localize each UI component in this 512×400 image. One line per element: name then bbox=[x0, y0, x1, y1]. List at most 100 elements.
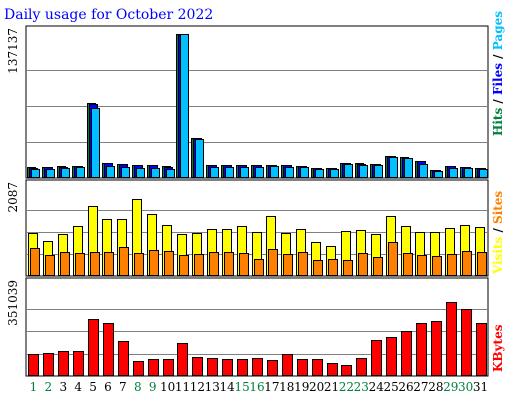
bar-kbytes-18 bbox=[282, 354, 293, 376]
legend-top: Hits / Files / Pages bbox=[491, 11, 505, 136]
bar-kbytes-30 bbox=[461, 309, 472, 376]
bar-sites-5 bbox=[90, 252, 100, 276]
bar-sites-12 bbox=[194, 254, 204, 276]
bar-sites-15 bbox=[239, 253, 249, 276]
bar-pages-7 bbox=[121, 167, 130, 178]
bar-sites-26 bbox=[403, 253, 413, 276]
bar-pages-9 bbox=[151, 168, 160, 178]
bar-pages-4 bbox=[76, 167, 85, 178]
bar-pages-3 bbox=[61, 168, 70, 178]
bar-kbytes-2 bbox=[43, 353, 54, 376]
x-tick-label-7: 7 bbox=[119, 380, 127, 394]
bar-kbytes-31 bbox=[476, 323, 487, 376]
x-tick-label-31: 31 bbox=[473, 380, 488, 394]
bar-kbytes-3 bbox=[58, 351, 69, 376]
legend-entry-top-3: / bbox=[491, 50, 505, 63]
bar-kbytes-4 bbox=[73, 351, 84, 376]
bar-pages-8 bbox=[136, 168, 145, 178]
bar-kbytes-16 bbox=[252, 358, 263, 376]
bar-kbytes-24 bbox=[371, 340, 382, 376]
bar-sites-18 bbox=[283, 254, 293, 276]
bar-sites-3 bbox=[60, 252, 70, 276]
bar-kbytes-1 bbox=[28, 354, 39, 376]
x-tick-label-18: 18 bbox=[279, 380, 294, 394]
bar-sites-9 bbox=[149, 250, 159, 276]
bar-kbytes-8 bbox=[133, 361, 144, 376]
legend-entry-middle-2: Sites bbox=[491, 191, 505, 224]
bar-pages-1 bbox=[31, 169, 40, 178]
bar-sites-31 bbox=[477, 252, 487, 276]
bar-sites-7 bbox=[119, 247, 129, 276]
bar-pages-29 bbox=[449, 168, 458, 178]
bar-kbytes-23 bbox=[356, 358, 367, 376]
bar-pages-5 bbox=[91, 108, 100, 178]
legend-entry-top-2: Files bbox=[491, 63, 505, 95]
x-tick-label-17: 17 bbox=[264, 380, 279, 394]
bar-kbytes-12 bbox=[192, 357, 203, 376]
x-tick-label-29: 29 bbox=[443, 380, 458, 394]
axis-max-label-visits-sites: 2087 bbox=[6, 182, 20, 213]
bar-sites-1 bbox=[30, 248, 40, 276]
legend-entry-top-4: Pages bbox=[491, 11, 505, 51]
legend-entry-top-1: / bbox=[491, 95, 505, 108]
x-tick-label-24: 24 bbox=[369, 380, 385, 394]
bar-pages-13 bbox=[210, 167, 219, 178]
bar-sites-27 bbox=[417, 255, 427, 276]
bar-pages-12 bbox=[195, 139, 204, 178]
x-tick-label-6: 6 bbox=[104, 380, 112, 394]
bar-kbytes-15 bbox=[237, 359, 248, 376]
bar-kbytes-5 bbox=[88, 319, 99, 376]
bar-kbytes-27 bbox=[416, 323, 427, 376]
bar-pages-6 bbox=[106, 166, 115, 178]
bar-kbytes-9 bbox=[148, 359, 159, 376]
bar-sites-8 bbox=[134, 253, 144, 276]
x-tick-label-9: 9 bbox=[149, 380, 157, 394]
bar-sites-29 bbox=[447, 254, 457, 276]
bar-pages-26 bbox=[404, 158, 413, 178]
legend-bottom: KBytes bbox=[491, 324, 505, 372]
bar-pages-22 bbox=[344, 164, 353, 178]
bar-sites-16 bbox=[254, 259, 264, 276]
bar-pages-21 bbox=[330, 169, 339, 178]
bar-sites-24 bbox=[373, 257, 383, 276]
x-tick-label-16: 16 bbox=[249, 380, 264, 394]
bar-pages-27 bbox=[419, 164, 428, 178]
bar-kbytes-6 bbox=[103, 323, 114, 376]
x-tick-label-21: 21 bbox=[324, 380, 339, 394]
x-tick-label-5: 5 bbox=[89, 380, 97, 394]
x-tick-label-20: 20 bbox=[309, 380, 324, 394]
panel-frame-hits-files-pages bbox=[25, 25, 489, 179]
legend-entry-middle-0: Visits bbox=[491, 236, 505, 275]
bar-kbytes-21 bbox=[327, 363, 338, 376]
bar-kbytes-10 bbox=[163, 359, 174, 376]
x-tick-label-4: 4 bbox=[74, 380, 82, 394]
bar-pages-11 bbox=[180, 34, 189, 178]
bar-kbytes-29 bbox=[446, 302, 457, 376]
bar-pages-19 bbox=[300, 167, 309, 178]
x-tick-label-12: 12 bbox=[190, 380, 205, 394]
axis-max-label-kbytes: 351039 bbox=[6, 280, 20, 326]
bar-kbytes-17 bbox=[267, 360, 278, 376]
x-tick-label-14: 14 bbox=[220, 380, 236, 394]
bar-kbytes-7 bbox=[118, 341, 129, 376]
bar-pages-25 bbox=[389, 157, 398, 178]
bar-sites-6 bbox=[104, 252, 114, 276]
x-tick-label-10: 10 bbox=[160, 380, 175, 394]
x-tick-label-2: 2 bbox=[45, 380, 53, 394]
bar-kbytes-28 bbox=[431, 321, 442, 376]
bar-kbytes-13 bbox=[207, 358, 218, 376]
legend-entry-bottom-0: KBytes bbox=[491, 324, 505, 372]
bar-pages-31 bbox=[479, 169, 488, 178]
bar-pages-24 bbox=[374, 165, 383, 178]
bar-sites-23 bbox=[358, 253, 368, 276]
legend-middle: Visits / Sites bbox=[491, 191, 505, 275]
bar-kbytes-11 bbox=[177, 343, 188, 376]
bar-sites-30 bbox=[462, 251, 472, 276]
bar-kbytes-20 bbox=[312, 359, 323, 376]
x-tick-label-28: 28 bbox=[428, 380, 443, 394]
bar-kbytes-14 bbox=[222, 359, 233, 376]
x-tick-label-22: 22 bbox=[339, 380, 354, 394]
bar-pages-15 bbox=[240, 167, 249, 178]
legend-entry-middle-1: / bbox=[491, 224, 505, 237]
